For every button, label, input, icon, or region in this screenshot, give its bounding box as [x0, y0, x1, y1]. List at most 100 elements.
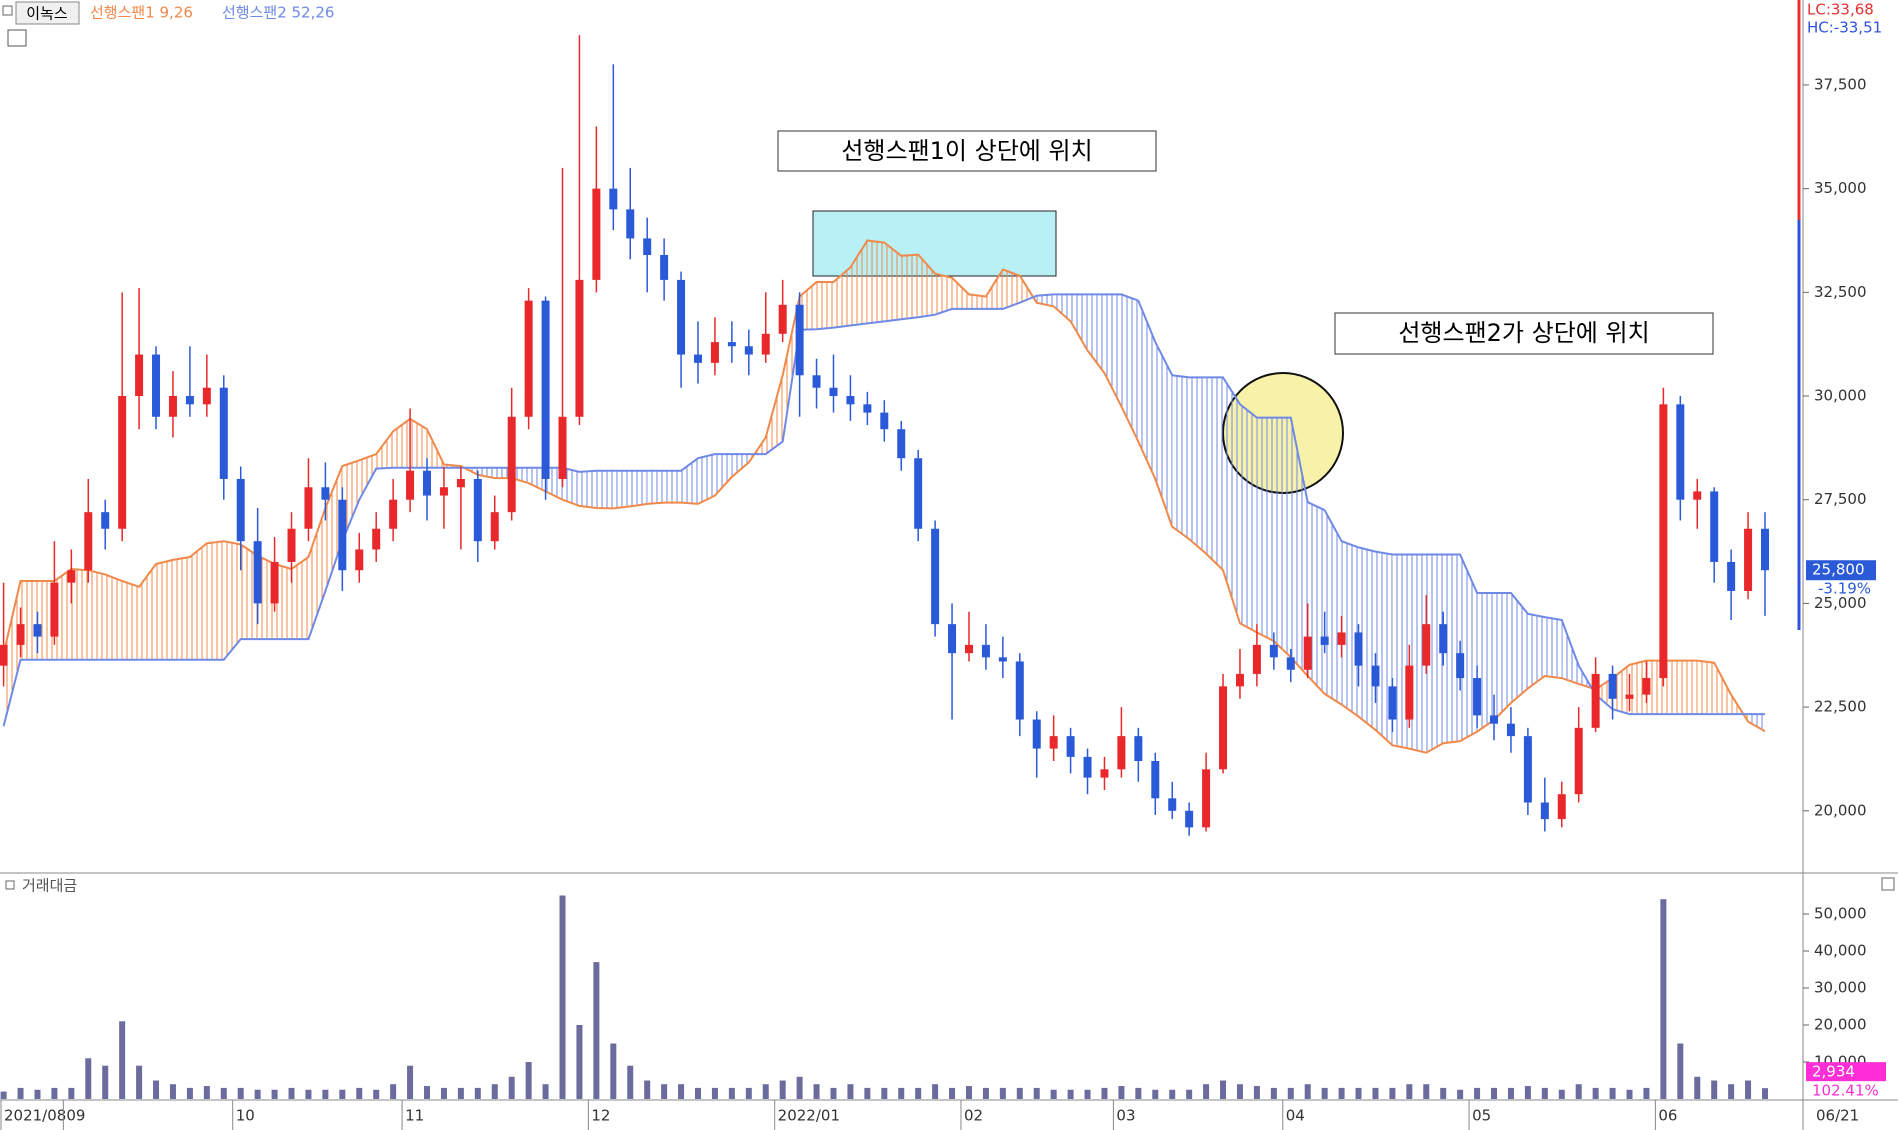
candle-body: [389, 499, 398, 529]
candle-body: [626, 209, 635, 239]
cloud-segment: [1477, 593, 1495, 732]
volume-bar: [390, 1084, 397, 1099]
cloud-segment: [37, 581, 55, 660]
candle-body: [1625, 694, 1634, 699]
volume-bar: [1406, 1084, 1413, 1099]
volume-bar: [965, 1086, 972, 1099]
cloud-segment: [1629, 660, 1647, 715]
y-tick-label: 37,500: [1814, 75, 1867, 93]
candle-body: [473, 478, 482, 542]
volume-bar: [102, 1065, 109, 1099]
candle-body: [1456, 653, 1465, 679]
candle-body: [50, 582, 59, 637]
cloud-segment: [1053, 294, 1071, 322]
candle-body: [1523, 736, 1532, 803]
panel-icon[interactable]: [5, 880, 15, 890]
cloud-segment: [1172, 375, 1190, 540]
candle-body: [1727, 561, 1736, 591]
candle-body: [1574, 727, 1583, 795]
candle-body: [338, 499, 347, 571]
candle-body: [914, 458, 923, 529]
candle-body: [1490, 715, 1499, 724]
candle-body: [1032, 719, 1041, 749]
volume-bar: [186, 1087, 193, 1099]
candle-body: [1506, 723, 1515, 737]
cloud-segment: [1375, 551, 1393, 746]
volume-bar: [1423, 1084, 1430, 1099]
cloud-segment: [410, 418, 428, 468]
cloud-segment: [1697, 660, 1715, 715]
volume-bar: [711, 1087, 718, 1099]
cloud-segment: [1409, 554, 1427, 753]
highlight-rect: [812, 210, 1057, 277]
x-tick-label: 05: [1472, 1107, 1491, 1125]
y-tick-label: 35,000: [1814, 179, 1867, 197]
cloud-segment: [494, 467, 512, 479]
volume-bar: [1491, 1087, 1498, 1099]
cloud-segment: [952, 277, 969, 309]
cloud-segment: [172, 556, 190, 660]
cloud-segment: [1527, 613, 1545, 689]
candle-body: [761, 333, 770, 355]
candle-body: [575, 279, 584, 417]
candle-body: [185, 396, 194, 405]
volume-bar: [1253, 1086, 1260, 1099]
y-tick-label: 22,500: [1814, 698, 1867, 716]
cloud-segment: [206, 541, 224, 660]
cloud-segment: [3, 581, 21, 727]
volume-bar: [1016, 1087, 1023, 1099]
volume-bar: [1236, 1084, 1243, 1099]
volume-bar: [1084, 1089, 1091, 1099]
stock-name-box[interactable]: [15, 1, 80, 25]
candle-body: [1693, 491, 1702, 500]
candle-body: [1168, 798, 1177, 811]
candle-body: [406, 470, 415, 500]
volume-bar: [932, 1084, 939, 1099]
cloud-segment: [1121, 294, 1139, 442]
volume-bar: [762, 1084, 769, 1099]
x-tick-label: 04: [1286, 1107, 1305, 1125]
volume-bar: [1389, 1087, 1396, 1099]
candle-body: [541, 300, 550, 479]
volume-bar: [1287, 1087, 1294, 1099]
volume-bar: [661, 1084, 668, 1099]
menu-icon[interactable]: [2, 5, 13, 16]
candle-body: [1235, 673, 1244, 687]
candle-body: [1134, 736, 1143, 762]
cloud-segment: [308, 508, 326, 640]
volume-bar: [1321, 1087, 1328, 1099]
volume-bar: [271, 1089, 278, 1099]
panel-button[interactable]: [1881, 877, 1895, 891]
volume-bar: [1152, 1089, 1159, 1099]
volume-bar: [610, 1043, 617, 1099]
cloud-segment: [342, 460, 360, 542]
volume-bar: [1575, 1084, 1582, 1099]
cloud-segment: [1307, 502, 1325, 694]
volume-bar: [813, 1084, 820, 1099]
candle-body: [118, 396, 127, 529]
y-tick-label: 30,000: [1814, 387, 1867, 405]
volume-bar: [1186, 1089, 1193, 1099]
cloud-segment: [325, 466, 343, 591]
volume-bar: [1762, 1088, 1768, 1099]
volume-bar: [254, 1089, 261, 1099]
candle-body: [1540, 802, 1549, 820]
cloud-segment: [88, 570, 106, 660]
candle-body: [1117, 736, 1126, 770]
volume-bar: [881, 1087, 888, 1099]
candle-body: [1608, 673, 1617, 699]
volume-bar: [1101, 1087, 1108, 1099]
cloud-segment: [1256, 417, 1274, 642]
candle-body: [168, 396, 177, 417]
candle-body: [135, 354, 144, 397]
cloud-segment: [1748, 714, 1765, 732]
candle-body: [321, 487, 330, 500]
candle-body: [609, 188, 618, 210]
candle-body: [948, 624, 957, 654]
cloud-segment: [714, 454, 732, 496]
table-icon[interactable]: [7, 29, 27, 47]
hc-label: HC:-33,51: [1807, 19, 1882, 37]
cloud-segment: [376, 431, 394, 469]
volume-bar: [796, 1076, 803, 1099]
